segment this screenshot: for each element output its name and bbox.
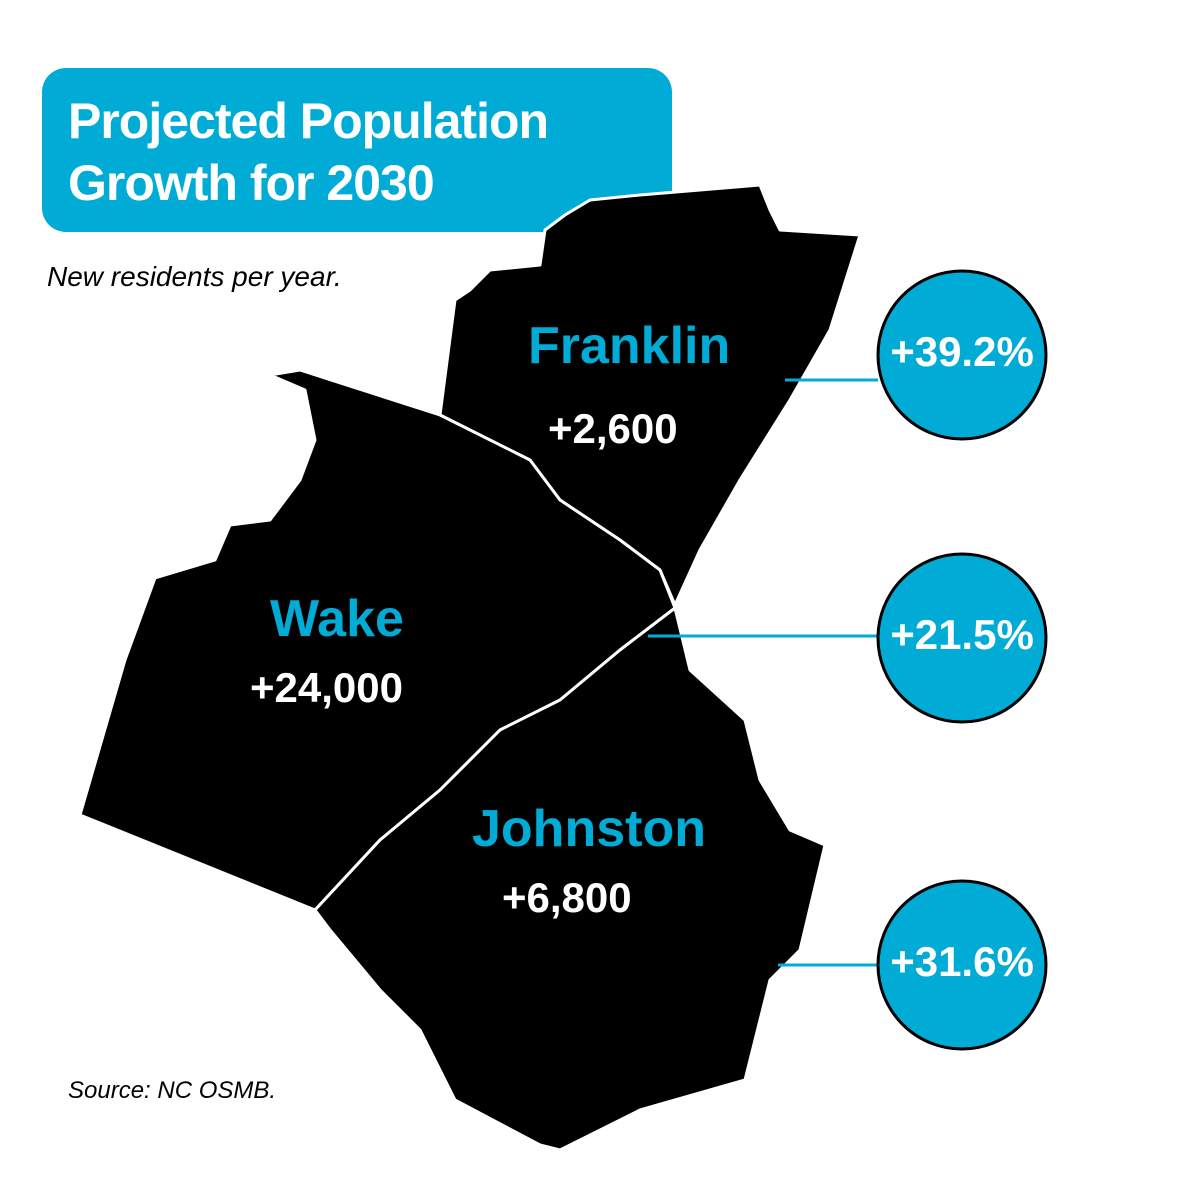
title-box [42, 68, 672, 232]
county-residents: +2,600 [548, 405, 678, 452]
growth-circle [876, 552, 1048, 724]
source: Source: NC OSMB. [68, 1077, 276, 1104]
county-name: Johnston [472, 800, 706, 858]
growth-circle [876, 269, 1048, 441]
growth-label: +31.6% [890, 938, 1034, 985]
county-residents: +24,000 [250, 664, 403, 711]
growth-label: +21.5% [890, 611, 1034, 658]
subtitle: New residents per year. [47, 261, 342, 292]
county-johnston [313, 606, 827, 1152]
growth-circle [876, 879, 1048, 1051]
growth-label: +39.2% [890, 328, 1034, 375]
title-line: Growth for 2030 [68, 155, 434, 211]
connectors [648, 378, 878, 967]
title-line: Projected Population [68, 93, 548, 149]
county-residents: +6,800 [502, 874, 632, 921]
county-name: Wake [270, 590, 404, 648]
map [78, 183, 862, 1152]
county-name: Franklin [528, 317, 730, 375]
